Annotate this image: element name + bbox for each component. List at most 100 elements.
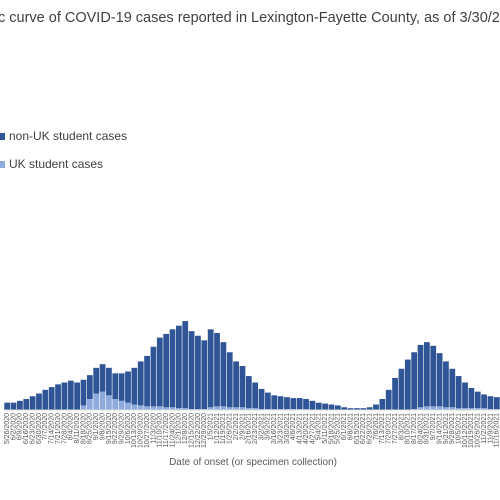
x-tick-label: 5/18/2021 (328, 413, 335, 444)
chart-title: c curve of COVID-19 cases reported in Le… (0, 10, 500, 26)
x-tick-label: 4/13/2021 (297, 413, 304, 444)
bar-segment (468, 408, 475, 410)
bar-segment (481, 394, 487, 409)
bar-segment (379, 399, 386, 410)
bar-segment (23, 399, 30, 410)
bar-segment (74, 382, 81, 410)
bar-segment (436, 353, 443, 407)
bar-segment (462, 408, 468, 410)
x-tick-label: 6/15/2021 (354, 413, 361, 444)
bar-segment (169, 407, 176, 410)
bar-segment (182, 408, 189, 410)
bar-segment (48, 387, 55, 410)
bar-segment (258, 388, 265, 410)
x-tick-label: 7/13/2021 (379, 413, 386, 444)
bar-segment (106, 395, 112, 410)
x-tick-label: 3/23/2021 (277, 413, 284, 444)
bar-segment (417, 407, 424, 410)
x-tick-label: 2/2/2021 (233, 413, 240, 440)
x-tick-label: 3/2/2021 (258, 413, 265, 440)
bar-segment (17, 400, 23, 410)
bar-segment (150, 406, 157, 410)
bar-segment (182, 321, 189, 409)
legend-label: UK student cases (9, 157, 103, 171)
x-tick-label: 10/6/2020 (125, 413, 132, 444)
bar-segment (220, 342, 227, 407)
x-tick-label: 6/30/2020 (36, 413, 43, 444)
bar-segment (404, 359, 411, 410)
bar-segment (86, 375, 93, 399)
x-tick-label: 1/26/2021 (227, 413, 234, 444)
bar-segment (430, 406, 437, 410)
x-tick-label: 4/6/2021 (290, 413, 297, 440)
bar-segment (487, 396, 494, 410)
x-tick-label: 6/2/2020 (10, 413, 17, 440)
x-tick-label: 10/27/2020 (144, 413, 151, 448)
bar-segment (430, 345, 437, 407)
bar-segment (474, 408, 481, 410)
bar-segment (398, 368, 405, 410)
bar-segment (252, 408, 259, 410)
bar-segment (239, 366, 246, 408)
bar-segment (144, 406, 150, 410)
x-tick-label: 10/13/2020 (131, 413, 138, 448)
bar-segment (468, 388, 475, 409)
x-tick-label: 12/22/2020 (195, 413, 202, 448)
x-tick-label: 11/10/2020 (157, 413, 164, 448)
bar-segment (80, 405, 87, 410)
bar-segment (207, 329, 214, 408)
bar-segment (417, 344, 424, 408)
x-tick-label: 12/1/2020 (176, 413, 183, 444)
bar-segment (86, 399, 93, 410)
bar-segment (245, 376, 252, 409)
bar-segment (334, 405, 341, 410)
bar-segment (481, 408, 487, 410)
bar-segment (36, 393, 42, 410)
bar-segment (4, 402, 11, 410)
bar-segment (99, 364, 106, 392)
bar-segment (354, 408, 360, 410)
bar-segment (125, 402, 131, 410)
x-tick-label: 6/23/2020 (29, 413, 36, 444)
bar-segment (169, 329, 176, 408)
bar-segment (175, 408, 182, 410)
x-tick-label: 1/19/2021 (220, 413, 227, 444)
x-tick-label: 6/8/2021 (347, 413, 354, 440)
x-tick-label: 8/18/2020 (80, 413, 87, 444)
x-tick-label: 11/2/2021 (481, 413, 488, 444)
legend-swatch (0, 133, 5, 140)
bar-segment (226, 407, 233, 410)
x-tick-label: 5/4/2021 (316, 413, 323, 440)
bar-segment (61, 382, 68, 410)
x-tick-label: 4/20/2021 (303, 413, 310, 444)
bar-segment (156, 337, 163, 407)
bar-segment (29, 396, 36, 410)
bar-segment (360, 408, 367, 410)
x-tick-label: 10/12/2021 (462, 413, 469, 448)
bar-segment (290, 398, 297, 410)
x-tick-label: 8/3/2021 (398, 413, 405, 440)
x-tick-label: 6/22/2021 (360, 413, 367, 444)
bar-segment (233, 407, 239, 410)
bar-segment (462, 382, 468, 409)
x-tick-label: 7/28/2020 (61, 413, 68, 444)
x-tick-label: 10/20/2020 (138, 413, 145, 448)
bar-segment (163, 407, 170, 410)
bar-segment (315, 402, 322, 410)
bar-segment (137, 405, 144, 410)
x-tick-label: 2/16/2021 (246, 413, 253, 444)
x-tick-label: 7/14/2020 (49, 413, 56, 444)
bar-segment (284, 397, 290, 410)
bar-segment (474, 391, 481, 409)
x-tick-label: 7/6/2021 (373, 413, 380, 440)
bar-segment (411, 352, 418, 410)
bar-segment (373, 404, 379, 410)
x-tick-label: 7/21/2020 (55, 413, 62, 444)
x-tick-label: 12/29/2020 (201, 413, 208, 448)
x-tick-label: 6/29/2021 (366, 413, 373, 444)
bar-segment (443, 361, 449, 408)
bar-segment (42, 389, 49, 410)
x-tick-label: 12/8/2020 (182, 413, 189, 444)
bar-segment (207, 407, 214, 410)
bar-segment (226, 352, 233, 408)
